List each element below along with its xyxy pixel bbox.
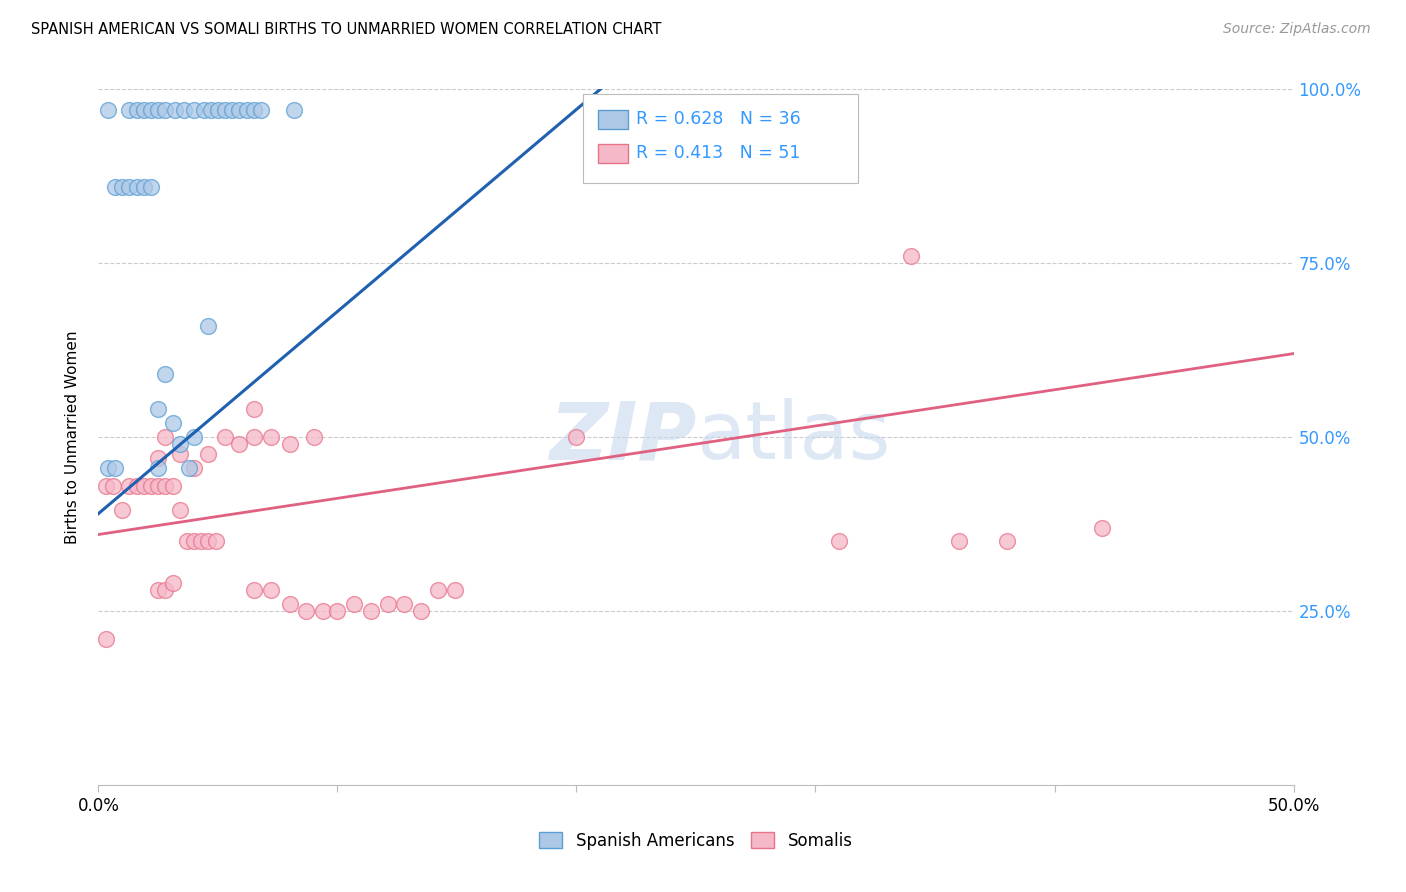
Point [162,576,184,591]
Point [243,103,266,117]
Point [155,583,177,598]
Point [1091,520,1114,534]
Point [565,430,588,444]
Point [193,103,215,117]
Point [394,597,416,611]
Point [278,597,301,611]
Point [148,479,170,493]
Point [169,437,191,451]
Point [250,103,273,117]
Point [948,534,970,549]
Point [139,179,162,194]
Point [214,103,236,117]
Point [162,479,184,493]
Point [155,103,177,117]
Point [125,479,148,493]
Point [155,430,177,444]
Point [139,103,162,117]
Point [183,103,205,117]
Point [132,103,155,117]
Point [235,103,257,117]
Point [228,103,250,117]
Point [443,583,465,598]
Point [176,534,198,549]
Point [97,461,120,475]
Point [111,503,134,517]
Text: R = 0.628   N = 36: R = 0.628 N = 36 [636,110,800,128]
Point [295,604,318,618]
Point [221,103,243,117]
Point [243,402,266,417]
Point [169,503,191,517]
Point [207,103,229,117]
Point [94,632,117,646]
Point [343,597,366,611]
Point [148,402,170,417]
Point [111,179,134,194]
Text: atlas: atlas [696,398,890,476]
Point [118,103,141,117]
Point [125,179,148,194]
Point [259,583,281,598]
Point [243,430,266,444]
Point [118,479,141,493]
Point [197,318,219,333]
Point [148,583,170,598]
Point [200,103,222,117]
Point [148,450,170,465]
Point [900,249,922,263]
Text: Source: ZipAtlas.com: Source: ZipAtlas.com [1223,22,1371,37]
Point [411,604,433,618]
Point [148,103,170,117]
Point [155,368,177,382]
Point [278,437,301,451]
Point [283,103,305,117]
Point [360,604,382,618]
Point [228,437,250,451]
Point [995,534,1018,549]
Point [132,479,155,493]
Text: ZIP: ZIP [548,398,696,476]
Y-axis label: Births to Unmarried Women: Births to Unmarried Women [65,330,80,544]
Point [104,179,127,194]
Point [259,430,281,444]
Text: R = 0.413   N = 51: R = 0.413 N = 51 [636,144,800,161]
Point [312,604,335,618]
Legend: Spanish Americans, Somalis: Spanish Americans, Somalis [533,825,859,856]
Point [302,430,325,444]
Point [204,534,226,549]
Point [197,534,219,549]
Point [426,583,449,598]
Point [125,103,148,117]
Point [173,103,195,117]
Point [197,447,219,462]
Point [169,447,191,462]
Point [162,416,184,430]
Point [118,179,141,194]
Point [148,461,170,475]
Point [132,179,155,194]
Point [190,534,212,549]
Point [101,479,124,493]
Point [139,479,162,493]
Text: SPANISH AMERICAN VS SOMALI BIRTHS TO UNMARRIED WOMEN CORRELATION CHART: SPANISH AMERICAN VS SOMALI BIRTHS TO UNM… [31,22,661,37]
Point [179,461,201,475]
Point [326,604,349,618]
Point [243,583,266,598]
Point [183,534,205,549]
Point [155,479,177,493]
Point [94,479,117,493]
Point [828,534,851,549]
Point [163,103,186,117]
Point [377,597,399,611]
Point [104,461,127,475]
Point [97,103,120,117]
Point [183,461,205,475]
Point [214,430,236,444]
Point [183,430,205,444]
